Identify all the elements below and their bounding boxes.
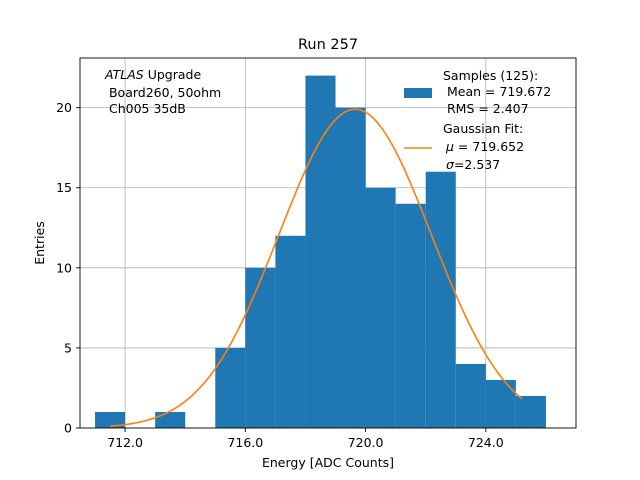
histogram-bar (395, 203, 426, 428)
plot-frame (79, 57, 577, 429)
legend-mu-symbol: μ (445, 139, 454, 154)
legend-samples-line-3: RMS = 2.407 (443, 101, 529, 116)
y-tick-label: 10 (56, 260, 72, 275)
y-tick-label: 5 (64, 340, 72, 355)
chart-title: Run 257 (298, 37, 358, 53)
histogram-bar (455, 363, 486, 428)
x-tick-label: 716.0 (227, 435, 263, 450)
annotation-atlas-italic: ATLAS (104, 67, 144, 82)
histogram-bar (245, 267, 276, 428)
histogram-bar (95, 411, 126, 428)
legend-fit-line-3: σ=2.537 (446, 157, 500, 172)
legend-fit-line-1: Gaussian Fit: (443, 121, 523, 136)
y-tick-label: 20 (56, 100, 72, 115)
annotation-line-1: ATLAS Upgrade (104, 67, 201, 82)
x-tick-label: 712.0 (107, 435, 143, 450)
histogram-bar (425, 171, 456, 428)
x-tick-label: 720.0 (348, 435, 384, 450)
legend-mu-value: = 719.652 (454, 139, 524, 154)
legend-samples-line-1: Samples (125): (443, 68, 538, 83)
annotation-line-2: Board260, 50ohm (105, 85, 221, 100)
legend-sigma-value: =2.537 (454, 157, 500, 172)
legend: Samples (125): Mean = 719.672 RMS = 2.40… (404, 68, 551, 172)
histogram-bar (335, 107, 366, 428)
x-axis-label: Energy [ADC Counts] (262, 455, 394, 470)
y-axis-label: Entries (32, 221, 47, 265)
legend-sigma-symbol: σ (446, 157, 455, 172)
y-tick-label: 15 (56, 180, 72, 195)
histogram-bar (305, 75, 336, 428)
legend-fit-line-2: μ = 719.652 (445, 139, 524, 154)
legend-samples-line-2: Mean = 719.672 (443, 84, 551, 99)
histogram-bar (485, 379, 516, 428)
legend-samples-swatch (404, 88, 432, 98)
histogram-bar (365, 187, 396, 428)
histogram-bar (155, 411, 186, 428)
x-tick-label: 724.0 (468, 435, 504, 450)
annotation-upgrade: Upgrade (144, 67, 202, 82)
annotation-line-3: Ch005 35dB (105, 101, 186, 116)
y-axis-ticks: 0 5 10 15 20 (56, 100, 80, 436)
y-tick-label: 0 (64, 421, 72, 436)
histogram-bar (515, 395, 546, 428)
histogram-bar (215, 347, 246, 428)
histogram-bar (275, 235, 306, 428)
gaussian-fit-curve (109, 108, 523, 427)
x-axis-ticks: 712.0 716.0 720.0 724.0 (107, 428, 504, 450)
atlas-annotation: ATLAS Upgrade Board260, 50ohm Ch005 35dB (104, 67, 221, 116)
